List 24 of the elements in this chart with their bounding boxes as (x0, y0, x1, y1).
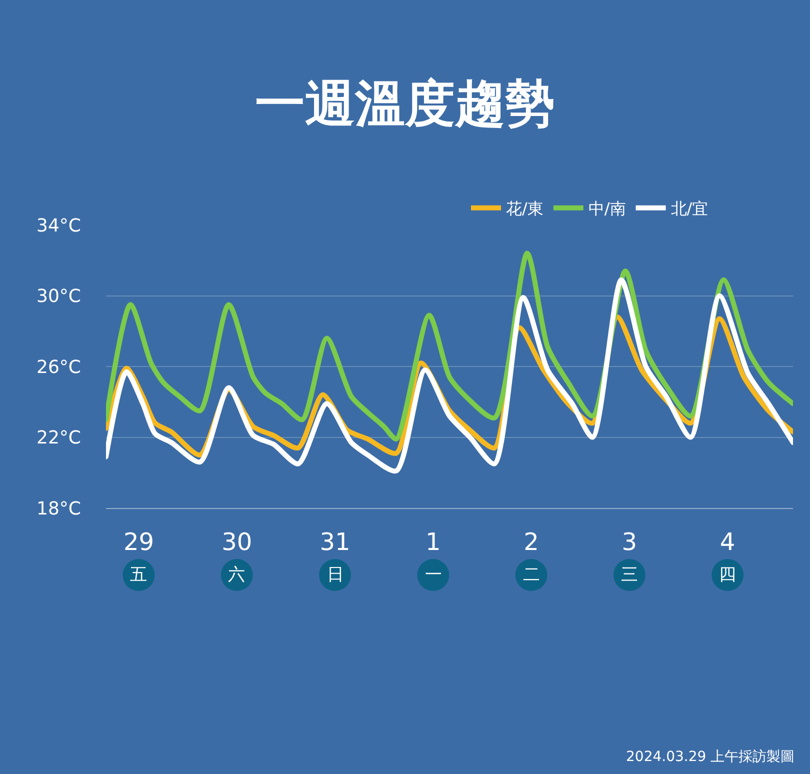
x-tick-label: 1 (426, 528, 441, 556)
chart-title: 一週溫度趨勢 (255, 74, 555, 132)
y-tick-label: 26°C (36, 356, 81, 378)
legend-label: 中/南 (588, 199, 626, 218)
y-tick-label: 30°C (36, 286, 81, 308)
text: 五 (130, 565, 147, 585)
legend-label: 花/東 (506, 199, 544, 218)
x-tick-label: 30 (222, 528, 252, 556)
x-tick-label: 3 (622, 528, 638, 556)
x-tick-label: 4 (720, 528, 736, 556)
text: 四 (719, 565, 736, 585)
y-tick-label: 22°C (36, 428, 81, 449)
text: 一 (425, 565, 442, 585)
text: 二 (523, 565, 540, 585)
y-tick-label: 34°C (36, 215, 81, 236)
text: 三 (621, 565, 638, 585)
text: 2024.03.29 上午採訪製圖 (626, 749, 795, 765)
x-tick-label: 31 (320, 528, 350, 556)
y-tick-label: 18°C (36, 498, 81, 520)
x-tick-label: 29 (123, 528, 154, 556)
legend-label: 北/宜 (670, 199, 708, 218)
text: 六 (228, 565, 245, 585)
text: 日 (327, 565, 344, 585)
x-tick-label: 2 (524, 528, 539, 556)
